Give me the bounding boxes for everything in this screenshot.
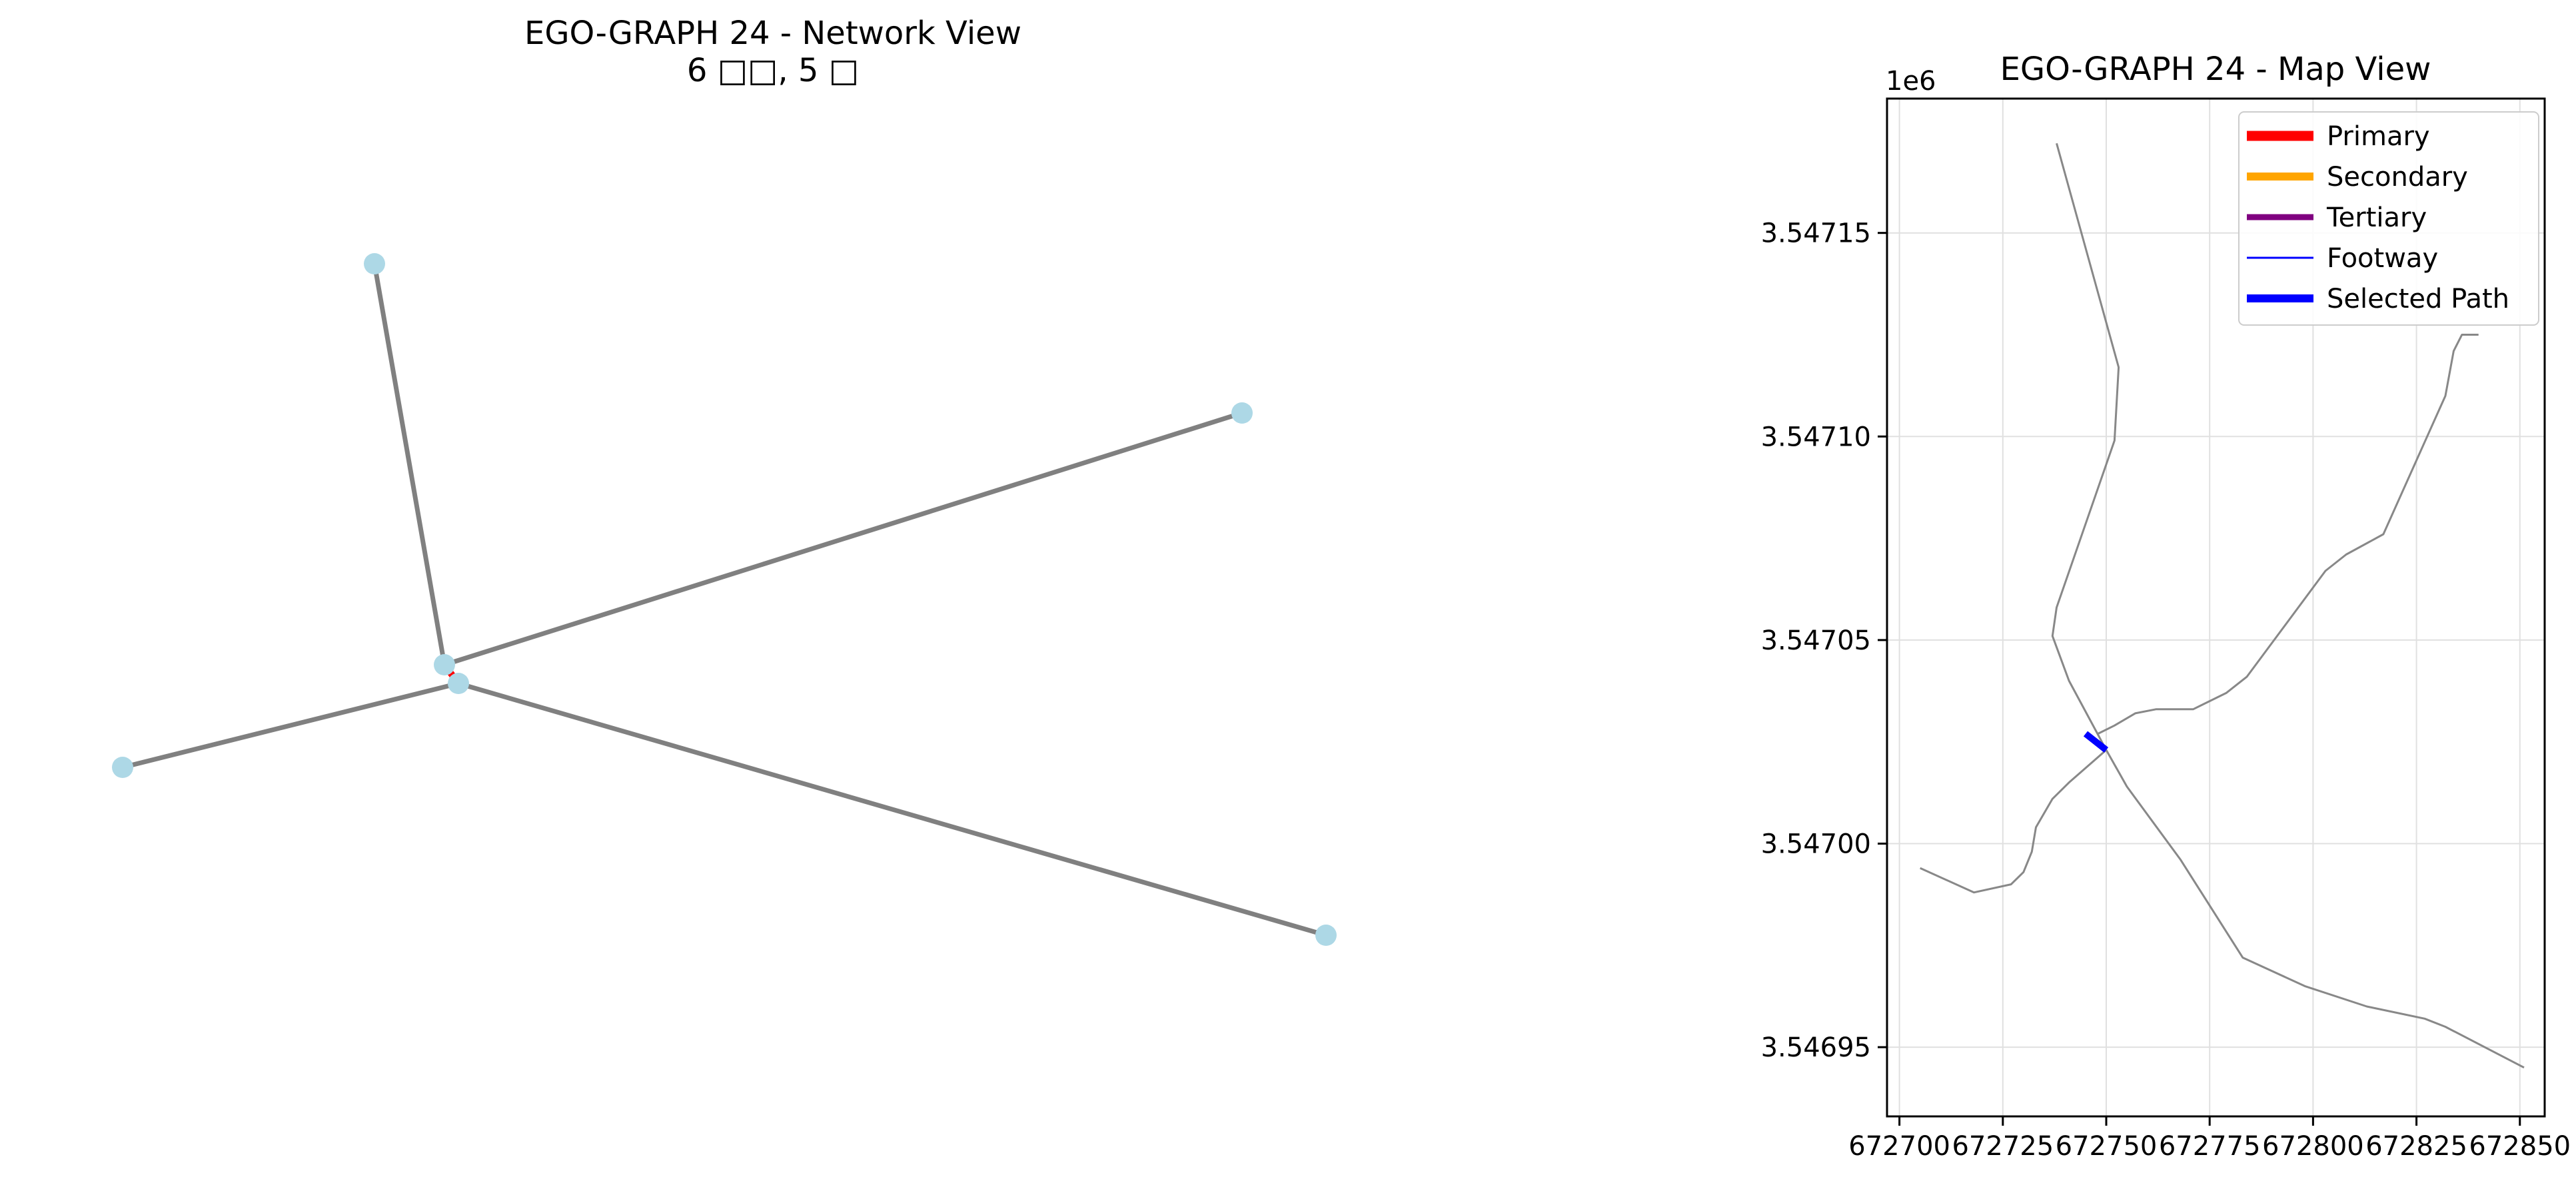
- network-node: [448, 673, 469, 694]
- network-node: [1231, 402, 1253, 424]
- network-nodes: [112, 253, 1337, 946]
- legend-label: Footway: [2327, 243, 2438, 274]
- x-tick-label: 672750: [2056, 1131, 2158, 1162]
- map-view-panel: EGO-GRAPH 24 - Map View 1e6 672700 672725…: [1761, 51, 2571, 1162]
- network-edge: [458, 681, 1327, 938]
- y-tick-label: 3.54700: [1761, 829, 1871, 859]
- map-series: [1920, 143, 2525, 1069]
- x-tick-label: 672825: [2365, 1131, 2467, 1162]
- y-axis-ticks: 3.54695 3.54700 3.54705 3.54710 3.54715: [1761, 218, 1887, 1063]
- network-node: [434, 654, 455, 675]
- legend-label: Selected Path: [2327, 284, 2509, 314]
- map-axes-frame: [1886, 97, 2546, 1118]
- x-tick-label: 672850: [2469, 1131, 2571, 1162]
- legend-label: Secondary: [2327, 162, 2468, 193]
- network-edge: [372, 263, 447, 665]
- road-line: [2097, 334, 2479, 735]
- map-title: EGO-GRAPH 24 - Map View: [2000, 51, 2431, 88]
- y-tick-label: 3.54715: [1761, 218, 1871, 249]
- legend-box: [2238, 111, 2539, 326]
- y-tick-label: 3.54710: [1761, 422, 1871, 452]
- y-offset-label: 1e6: [1886, 66, 1936, 97]
- x-axis-ticks: 672700 672725 672750 672775 672800 672825 6728…: [1848, 1116, 2571, 1162]
- network-node: [364, 253, 385, 274]
- x-tick-label: 672700: [1848, 1131, 1950, 1162]
- y-tick-label: 3.54705: [1761, 625, 1871, 656]
- x-tick-label: 672800: [2262, 1131, 2364, 1162]
- legend-label: Primary: [2327, 121, 2430, 152]
- map-legend: Primary Secondary Tertiary Footway Selected …: [2238, 111, 2539, 326]
- network-subtitle: 6 □□, 5 □: [687, 52, 859, 89]
- network-view-panel: EGO-GRAPH 24 - Network View 6 □□, 5 □: [112, 15, 1337, 946]
- network-title: EGO-GRAPH 24 - Network View: [524, 15, 1021, 52]
- legend-label: Tertiary: [2326, 202, 2427, 233]
- network-edge: [443, 410, 1243, 667]
- y-tick-label: 3.54695: [1761, 1032, 1871, 1063]
- network-node: [1315, 925, 1337, 946]
- road-line: [2051, 143, 2525, 1069]
- selected-path-line: [2083, 731, 2109, 753]
- network-edge: [122, 681, 459, 770]
- x-tick-label: 672775: [2159, 1131, 2261, 1162]
- road-line: [1920, 749, 2107, 894]
- x-tick-label: 672725: [1952, 1131, 2054, 1162]
- network-node: [112, 757, 133, 778]
